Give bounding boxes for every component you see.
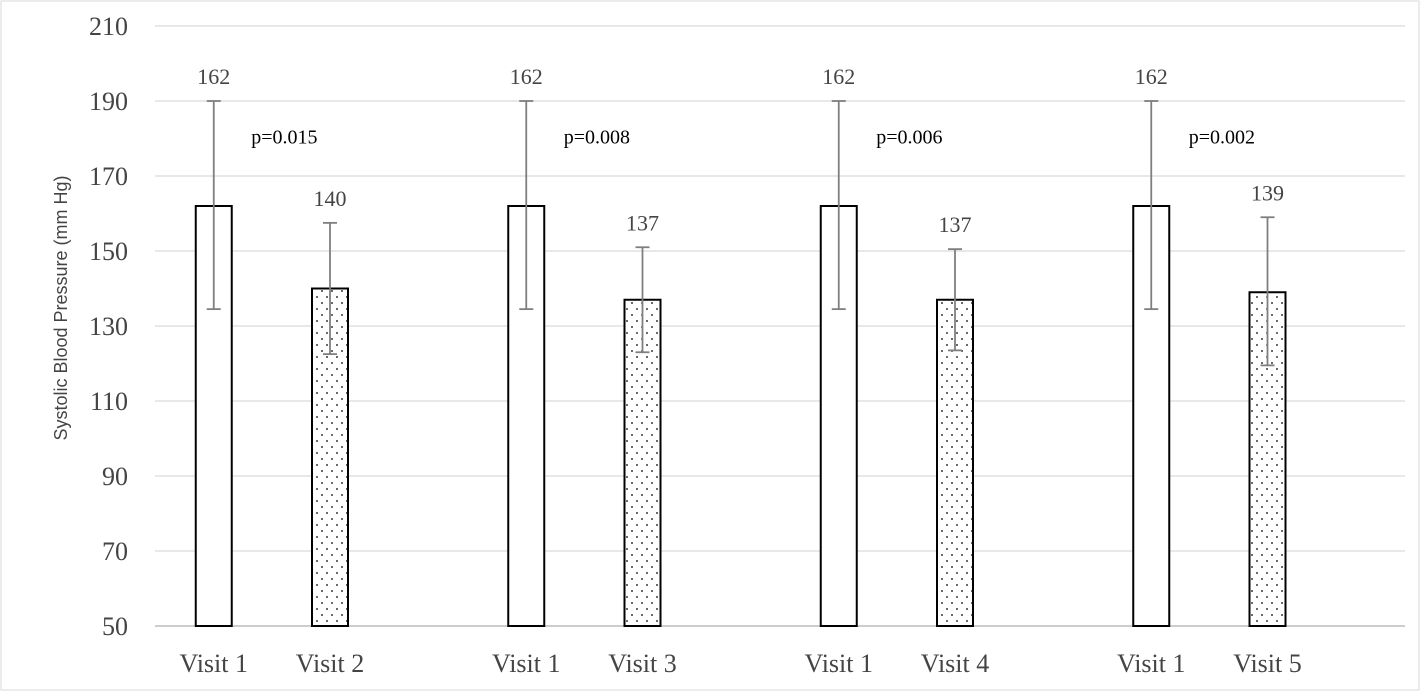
data-label: 137 [626, 210, 659, 235]
x-tick-label: Visit 1 [804, 649, 873, 678]
x-tick-label: Visit 2 [296, 649, 365, 678]
y-tick-label: 130 [89, 312, 128, 341]
gridlines [155, 25, 1405, 627]
y-tick-label: 170 [89, 162, 128, 191]
y-tick-label: 190 [89, 87, 128, 116]
y-tick-label: 70 [102, 537, 128, 566]
p-value-label: p=0.015 [251, 126, 317, 148]
data-label: 162 [510, 64, 543, 89]
data-label: 139 [1251, 180, 1284, 205]
x-tick-label: Visit 5 [1233, 649, 1302, 678]
data-label: 162 [1135, 64, 1168, 89]
labels: 162 Visit 1 140 Visit 2 p=0.015 162 Visit 1 137… [179, 64, 1301, 678]
data-label: 137 [939, 212, 972, 237]
y-tick-label: 210 [89, 12, 128, 41]
y-tick-label: 110 [90, 387, 128, 416]
data-label: 162 [197, 64, 230, 89]
p-value-label: p=0.006 [876, 126, 942, 148]
x-tick-label: Visit 3 [608, 649, 677, 678]
data-label: 140 [314, 186, 347, 211]
bar [936, 298, 974, 627]
x-tick-label: Visit 1 [492, 649, 561, 678]
y-axis-label: Systolic Blood Pressure (mm Hg) [51, 175, 71, 440]
p-value-label: p=0.008 [564, 126, 630, 148]
p-value-background [220, 117, 349, 156]
y-axis-ticks: 50 70 90 110 130 150 170 190 210 [89, 12, 128, 641]
y-tick-label: 150 [89, 237, 128, 266]
bar [623, 298, 662, 627]
x-tick-label: Visit 4 [921, 649, 990, 678]
p-value-background [532, 117, 662, 156]
p-value-background [845, 117, 974, 156]
p-value-label: p=0.002 [1189, 126, 1255, 148]
p-value-background [1157, 117, 1287, 156]
error-bars [206, 100, 1275, 367]
x-tick-label: Visit 1 [179, 649, 248, 678]
x-tick-label: Visit 1 [1117, 649, 1186, 678]
data-label: 162 [822, 64, 855, 89]
y-tick-label: 90 [102, 462, 128, 491]
y-tick-label: 50 [102, 612, 128, 641]
